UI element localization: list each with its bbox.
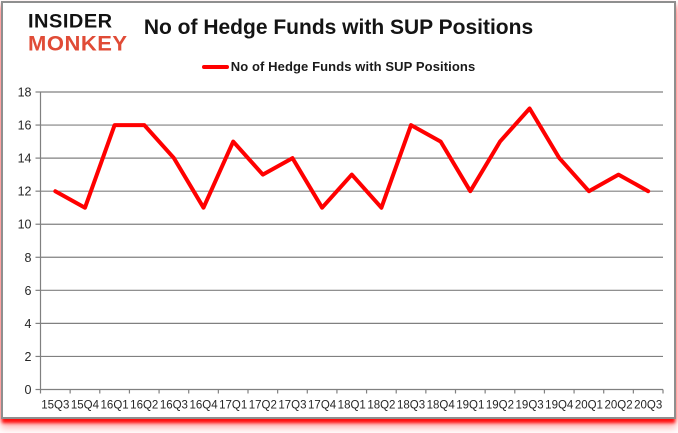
y-axis-label: 12 — [18, 185, 32, 199]
x-axis-label: 17Q1 — [219, 400, 247, 412]
x-axis-label: 17Q2 — [249, 400, 277, 412]
insider-monkey-logo: INSIDER MONKEY — [28, 12, 128, 55]
x-axis-label: 20Q2 — [604, 400, 632, 412]
x-axis-label: 19Q1 — [456, 400, 484, 412]
y-axis-label: 16 — [18, 119, 32, 133]
x-axis-label: 15Q4 — [71, 400, 100, 412]
x-axis-label: 18Q2 — [367, 400, 395, 412]
x-axis-label: 17Q3 — [278, 400, 306, 412]
x-axis-label: 16Q1 — [101, 400, 129, 412]
x-axis-label: 20Q3 — [634, 400, 662, 412]
x-axis-label: 16Q3 — [160, 400, 188, 412]
legend: No of Hedge Funds with SUP Positions — [3, 59, 674, 74]
x-axis-label: 19Q3 — [516, 400, 544, 412]
x-axis-label: 16Q4 — [189, 400, 218, 412]
x-axis-label: 18Q4 — [427, 400, 456, 412]
logo-line-insider: INSIDER — [28, 11, 113, 33]
y-axis-label: 10 — [18, 218, 32, 232]
y-axis-label: 2 — [25, 350, 32, 364]
x-axis-label: 18Q3 — [397, 400, 425, 412]
y-axis-label: 8 — [25, 251, 32, 265]
y-axis-label: 18 — [18, 86, 32, 100]
chart-title: No of Hedge Funds with SUP Positions — [143, 16, 534, 39]
chart-card: INSIDER MONKEY No of Hedge Funds with SU… — [1, 1, 676, 419]
x-axis-label: 20Q1 — [575, 400, 603, 412]
y-axis-label: 6 — [25, 284, 32, 298]
x-axis-label: 15Q3 — [41, 400, 69, 412]
y-axis-label: 4 — [25, 317, 32, 331]
x-axis-label: 19Q2 — [486, 400, 514, 412]
x-axis-label: 19Q4 — [545, 400, 574, 412]
x-axis-label: 16Q2 — [130, 400, 158, 412]
legend-line-swatch — [201, 64, 229, 69]
data-line-series — [53, 106, 651, 210]
x-axis-label: 18Q1 — [338, 400, 366, 412]
x-axis-label: 17Q4 — [308, 400, 337, 412]
legend-label: No of Hedge Funds with SUP Positions — [230, 59, 476, 74]
logo-line-monkey: MONKEY — [28, 31, 128, 56]
y-axis-label: 0 — [25, 383, 32, 397]
y-axis-label: 14 — [18, 152, 32, 166]
